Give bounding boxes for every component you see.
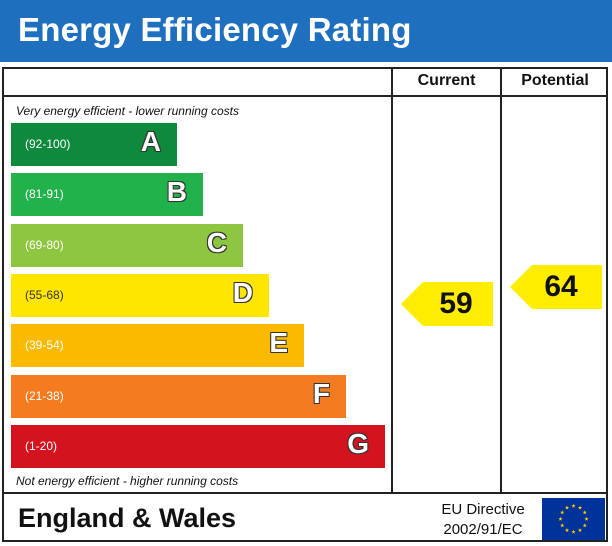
band-b: (81-91) B xyxy=(11,173,203,216)
band-g-range: (1-20) xyxy=(25,439,58,453)
header-row-line xyxy=(2,95,608,97)
band-e-range: (39-54) xyxy=(25,338,64,352)
band-a-letter: A xyxy=(140,126,161,157)
divider-current xyxy=(391,67,393,494)
eu-star xyxy=(564,505,570,510)
divider-potential xyxy=(500,67,502,494)
chart-title: Energy Efficiency Rating xyxy=(18,11,412,48)
eu-star xyxy=(582,523,587,528)
eu-star xyxy=(571,529,576,534)
band-g: (1-20) G xyxy=(11,425,385,468)
directive-line-2: 2002/91/EC xyxy=(443,521,523,538)
eu-directive: EU Directive 2002/91/EC xyxy=(415,500,551,540)
band-b-range: (81-91) xyxy=(25,187,64,201)
eu-star xyxy=(577,528,583,533)
eu-star xyxy=(560,510,565,515)
band-d-letter: D xyxy=(232,277,253,308)
band-e-letter: E xyxy=(269,327,288,358)
column-header-potential: Potential xyxy=(521,72,589,89)
band-f-letter: F xyxy=(312,378,330,409)
current-rating-value: 59 xyxy=(439,287,473,320)
note-bottom: Not energy efficient - higher running co… xyxy=(16,474,239,488)
column-header-current: Current xyxy=(417,72,476,89)
band-d: (55-68) D xyxy=(11,274,269,317)
band-f-range: (21-38) xyxy=(25,389,64,403)
band-d-range: (55-68) xyxy=(25,288,64,302)
eu-star xyxy=(584,516,589,521)
band-a-range: (92-100) xyxy=(25,137,71,151)
band-b-letter: B xyxy=(166,176,187,207)
eu-star xyxy=(564,528,570,533)
directive-line-1: EU Directive xyxy=(441,501,525,518)
band-f: (21-38) F xyxy=(11,375,346,418)
eu-star xyxy=(558,516,563,521)
eu-star xyxy=(571,503,576,508)
potential-rating-value: 64 xyxy=(544,270,578,303)
rating-table xyxy=(2,67,608,542)
band-a: (92-100) A xyxy=(11,123,177,166)
band-c: (69-80) C xyxy=(11,224,243,267)
footer-row-line xyxy=(2,492,608,494)
band-g-letter: G xyxy=(347,428,369,459)
band-e: (39-54) E xyxy=(11,324,304,367)
note-top: Very energy efficient - lower running co… xyxy=(16,104,239,118)
eu-star xyxy=(560,523,565,528)
eu-star xyxy=(577,505,583,510)
region-label: England & Wales xyxy=(18,503,237,533)
band-c-letter: C xyxy=(206,227,227,258)
band-c-range: (69-80) xyxy=(25,238,64,252)
eu-flag-icon xyxy=(542,498,605,540)
eu-star xyxy=(582,510,587,515)
header-bar: Energy Efficiency Rating xyxy=(0,0,612,62)
